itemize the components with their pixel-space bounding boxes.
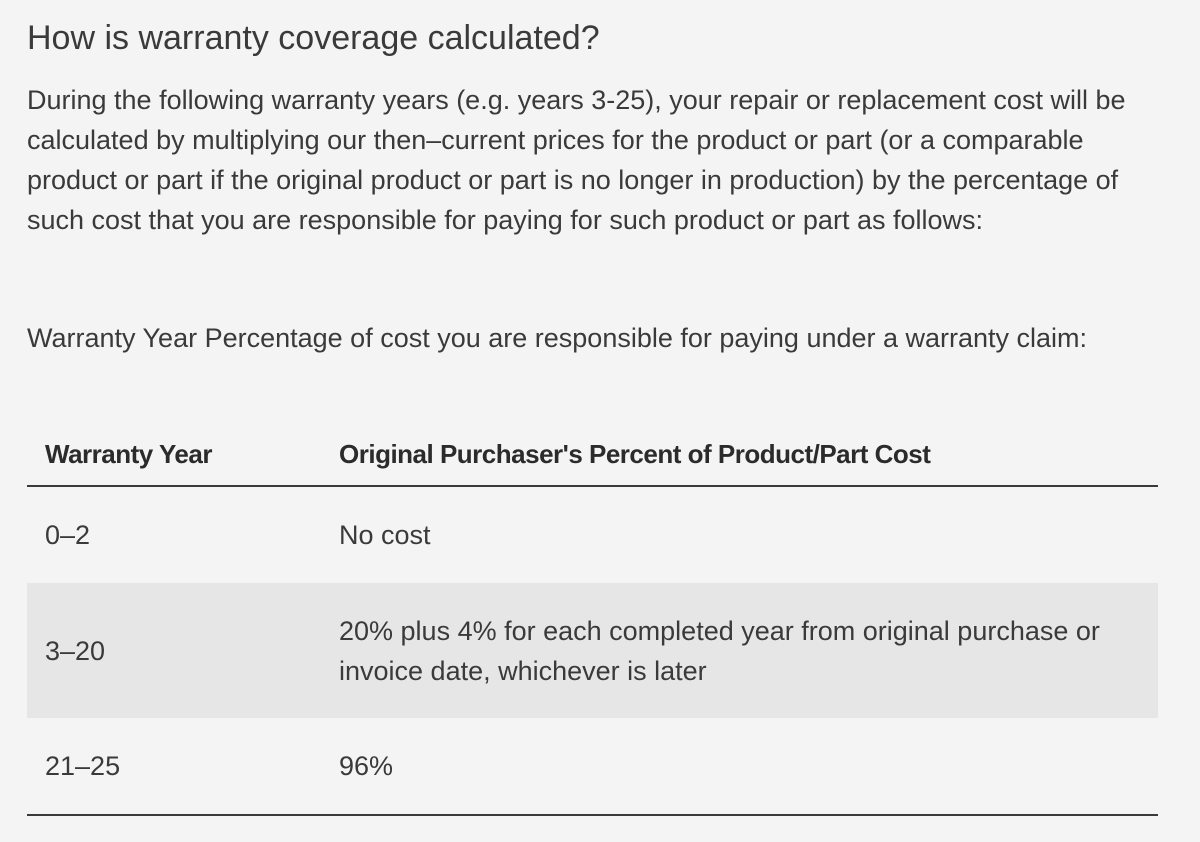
warranty-table: Warranty Year Original Purchaser's Perce… — [27, 424, 1158, 816]
table-row: 3–20 20% plus 4% for each completed year… — [27, 583, 1158, 718]
table-header-row: Warranty Year Original Purchaser's Perce… — [27, 424, 1158, 487]
cell-cost: 20% plus 4% for each completed year from… — [321, 583, 1158, 718]
section-heading: How is warranty coverage calculated? — [27, 19, 600, 57]
cell-year: 21–25 — [27, 718, 321, 816]
header-purchaser-percent: Original Purchaser's Percent of Product/… — [321, 424, 1158, 487]
cell-year: 3–20 — [27, 583, 321, 718]
table-row: 21–25 96% — [27, 718, 1158, 816]
header-warranty-year: Warranty Year — [27, 424, 321, 487]
intro-paragraph: During the following warranty years (e.g… — [27, 85, 1126, 235]
cell-cost: No cost — [339, 520, 431, 550]
cell-cost: 96% — [321, 718, 1158, 816]
cell-year: 0–2 — [45, 520, 91, 550]
table-row: 0–2 No cost — [27, 486, 1158, 583]
table-intro-paragraph: Warranty Year Percentage of cost you are… — [27, 323, 1088, 353]
